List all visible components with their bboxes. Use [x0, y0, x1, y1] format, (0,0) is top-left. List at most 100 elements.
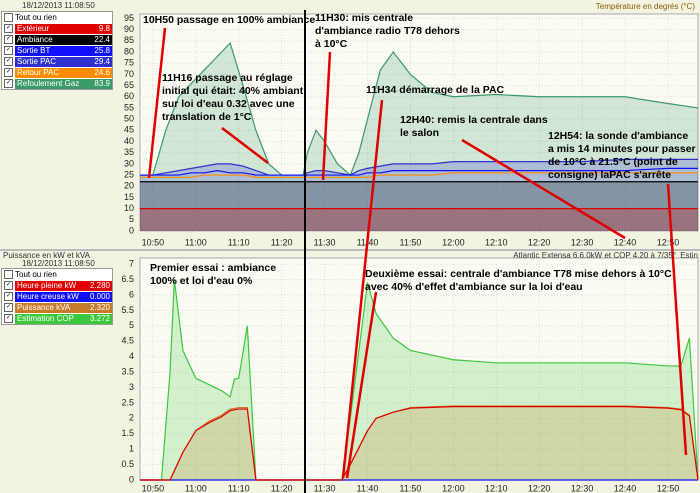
- annotation: Premier essai : ambiance 100% et loi d'e…: [150, 262, 277, 287]
- legend-item: ✓ Heure pleine kW 2.280: [2, 280, 112, 291]
- x-tick-label: 12:20: [528, 483, 551, 493]
- x-tick-label: 11:50: [399, 483, 421, 493]
- y-tick-label: 4.5: [121, 336, 134, 346]
- x-tick-label: 11:50: [399, 237, 421, 247]
- legend-value: 3.272: [89, 313, 110, 323]
- legend-swatch: Refoulement Gaz 83.9: [15, 78, 112, 89]
- x-tick-label: 11:20: [271, 237, 293, 247]
- axis-title: Puissance en kW et kVA: [3, 251, 90, 260]
- x-tick-label: 12:50: [657, 483, 680, 493]
- x-tick-label: 10:50: [142, 237, 165, 247]
- legend-label: Ambiance: [17, 34, 53, 44]
- x-tick-label: 12:00: [442, 237, 465, 247]
- x-tick-label: 11:30: [314, 237, 336, 247]
- y-tick-label: 7: [129, 259, 134, 269]
- note: Estin: [680, 251, 698, 260]
- y-tick-label: 40: [124, 136, 134, 146]
- legend-value: 0.000: [89, 291, 110, 301]
- legend-swatch: Sortie BT 25.8: [15, 45, 112, 56]
- y-tick-label: 6.5: [121, 274, 134, 284]
- annotation: 11H16 passage au réglage initial qui éta…: [162, 72, 304, 123]
- subtitle: Atlantic Extensa 6.6.0kW et COP 4.20 à 7…: [513, 251, 676, 260]
- y-tick-label: 45: [124, 125, 134, 135]
- legend-item: ✓ Refoulement Gaz 83.9: [2, 78, 112, 89]
- checkbox: ✓: [4, 281, 13, 290]
- y-tick-label: 5: [129, 214, 134, 224]
- annotation: 10H50 passage en 100% ambiance: [143, 14, 316, 26]
- date: 18/12/2013 11:08:50: [22, 1, 95, 10]
- legend-label: Sortie PAC: [17, 56, 56, 66]
- x-tick-label: 11:00: [185, 237, 207, 247]
- legend-swatch: Puissance kVA 2.320: [15, 302, 112, 313]
- annotation: 11H30: mis centrale d'ambiance radio T78…: [315, 12, 460, 50]
- legend-value: 9.8: [98, 23, 110, 33]
- legend-value: 2.320: [89, 302, 110, 312]
- checkbox: ✓: [4, 292, 13, 301]
- x-tick-label: 12:20: [528, 237, 551, 247]
- y-tick-label: 85: [124, 35, 134, 45]
- y-tick-label: 60: [124, 91, 134, 101]
- checkbox: ✓: [4, 35, 13, 44]
- legend: Tout ou rien ✓ Heure pleine kW 2.280 ✓ Heure …: [1, 268, 113, 325]
- x-tick-label: 12:10: [485, 237, 508, 247]
- area-fill: [140, 181, 698, 231]
- checkbox: ✓: [4, 79, 13, 88]
- annotation: Deuxième essai: centrale d'ambiance T78 …: [365, 268, 672, 293]
- legend-item: ✓ Sortie PAC 29.4: [2, 56, 112, 67]
- y-tick-label: 75: [124, 58, 134, 68]
- legend-label: Refoulement Gaz: [17, 78, 80, 88]
- y-tick-label: 20: [124, 181, 134, 191]
- x-tick-label: 10:50: [142, 483, 165, 493]
- series-line: [140, 172, 698, 178]
- plot-area: [139, 13, 699, 232]
- legend-value: 25.8: [94, 45, 110, 55]
- legend-item: ✓ Puissance kVA 2.320: [2, 302, 112, 313]
- y-tick-label: 10: [124, 203, 134, 213]
- checkbox: ✓: [4, 68, 13, 77]
- y-tick-label: 35: [124, 147, 134, 157]
- legend-item: ✓ Heure creuse kW 0.000: [2, 291, 112, 302]
- y-tick-label: 0: [129, 474, 134, 484]
- legend-swatch: Sortie PAC 29.4: [15, 56, 112, 67]
- legend-label: Heure pleine kW: [17, 280, 77, 290]
- area-fill: [140, 279, 698, 480]
- y-tick-label: 90: [124, 24, 134, 34]
- area-fill: [140, 406, 698, 480]
- pointer-arrow: [147, 27, 167, 179]
- pointer-arrow: [341, 99, 384, 479]
- x-tick-label: 11:40: [357, 483, 379, 493]
- legend-item: ✓ Ambiance 22.4: [2, 34, 112, 45]
- legend-swatch: Estimation COP 3.272: [15, 313, 112, 324]
- series-line: [140, 406, 699, 481]
- checkbox: ✓: [4, 57, 13, 66]
- checkbox: [4, 13, 13, 22]
- legend-header-text: Tout ou rien: [15, 270, 57, 279]
- pointer-arrow: [221, 127, 269, 164]
- y-tick-label: 55: [124, 102, 134, 112]
- legend-swatch: Heure pleine kW 2.280: [15, 280, 112, 291]
- y-tick-label: 5.5: [121, 305, 134, 315]
- legend-label: Sortie BT: [17, 45, 51, 55]
- legend-header: Tout ou rien: [2, 269, 112, 280]
- legend-label: Heure creuse kW: [17, 291, 79, 301]
- y-tick-label: 80: [124, 46, 134, 56]
- x-tick-label: 12:00: [442, 483, 465, 493]
- checkbox: ✓: [4, 303, 13, 312]
- y-tick-label: 25: [124, 169, 134, 179]
- legend-swatch: Ambiance 22.4: [15, 34, 112, 45]
- y-tick-label: 2: [129, 413, 134, 423]
- axis-title: Température en degrés (°C): [595, 2, 695, 11]
- x-tick-label: 12:30: [571, 237, 594, 247]
- legend-swatch: Retour PAC 24.6: [15, 67, 112, 78]
- y-tick-label: 3.5: [121, 366, 134, 376]
- legend-label: Estimation COP: [17, 313, 74, 323]
- y-tick-label: 95: [124, 13, 134, 23]
- y-tick-label: 15: [124, 192, 134, 202]
- checkbox: ✓: [4, 46, 13, 55]
- legend-header: Tout ou rien: [2, 12, 112, 23]
- y-tick-label: 4: [129, 351, 134, 361]
- date: 18/12/2013 11:08:50: [22, 259, 95, 268]
- y-tick-label: 70: [124, 69, 134, 79]
